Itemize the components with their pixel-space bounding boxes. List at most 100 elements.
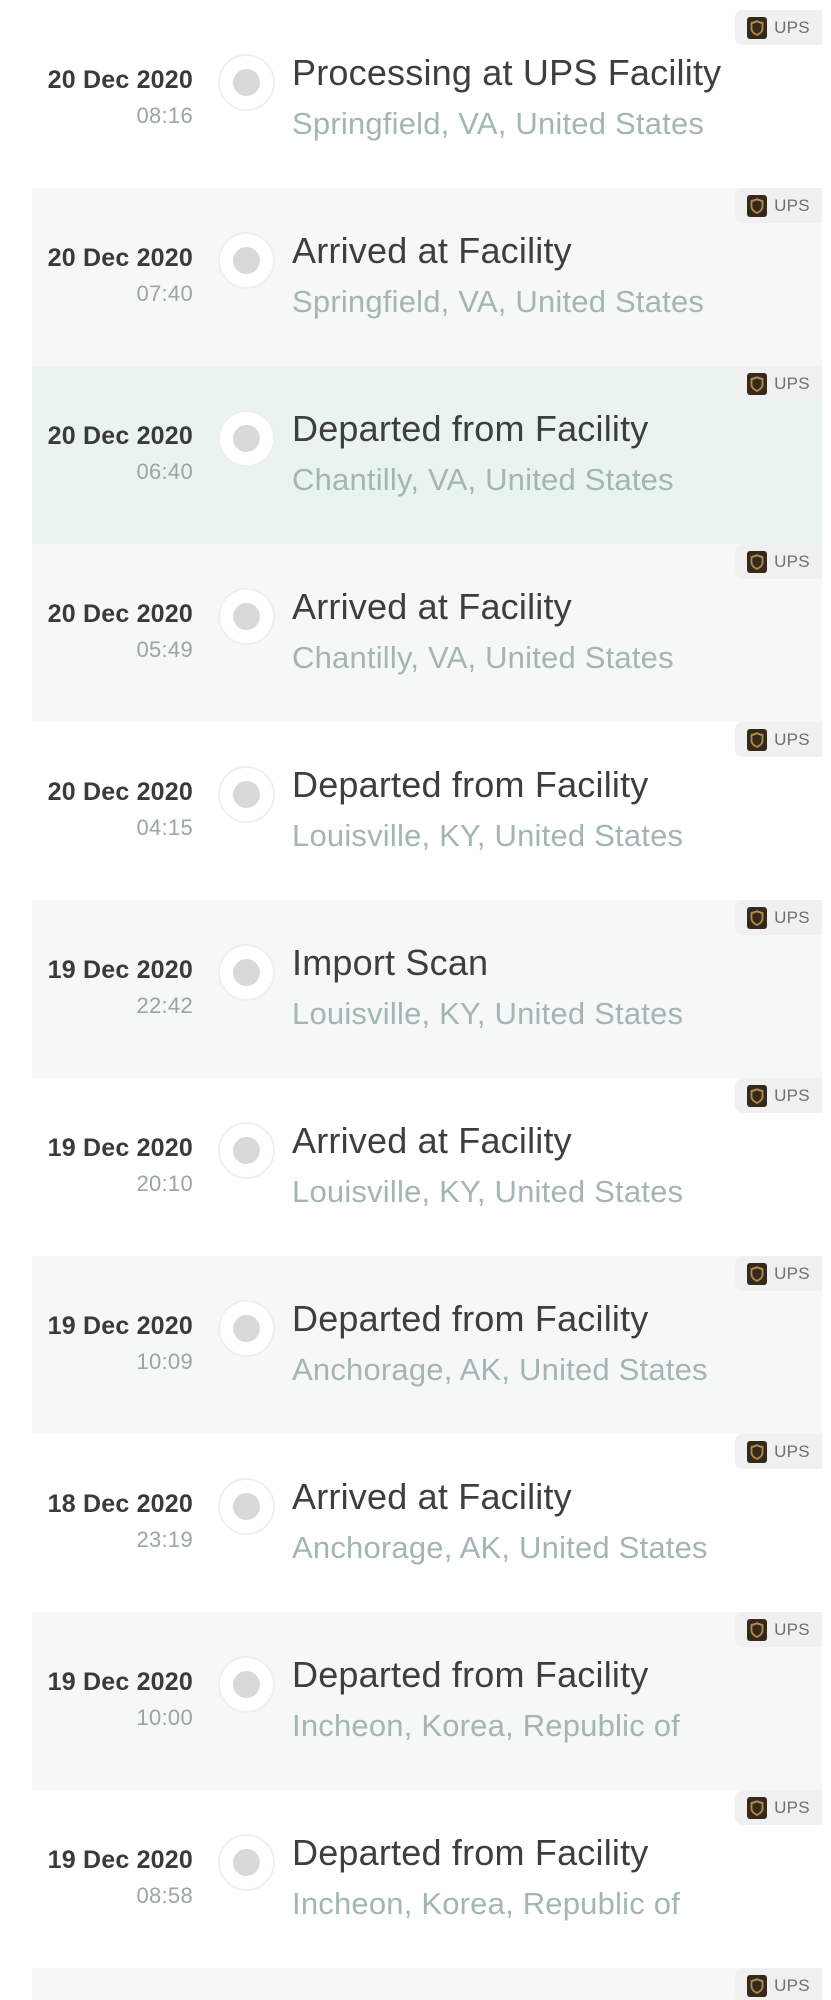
event-datetime: 19 Dec 2020 08:58 [32,1846,193,1909]
event-datetime: 19 Dec 2020 10:09 [32,1312,193,1375]
tracking-event-row: UPS [32,1968,822,2000]
carrier-badge: UPS [735,1256,822,1291]
carrier-badge: UPS [735,188,822,223]
carrier-label: UPS [774,907,810,927]
event-details: Arrived at Facility Louisville, KY, Unit… [292,1118,812,1212]
event-datetime: 20 Dec 2020 04:15 [32,778,193,841]
event-title: Arrived at Facility [292,1476,572,1517]
timeline-node [218,766,275,823]
event-details: Arrived at Facility Springfield, VA, Uni… [292,228,812,322]
timeline-node-dot [233,781,260,808]
event-date: 20 Dec 2020 [47,422,193,450]
ups-shield-icon [747,906,768,929]
carrier-label: UPS [774,195,810,215]
event-date: 19 Dec 2020 [47,956,193,984]
event-time: 06:40 [136,458,193,484]
event-details: Departed from Facility Chantilly, VA, Un… [292,406,812,500]
event-title: Arrived at Facility [292,230,572,271]
timeline-node [218,1300,275,1357]
event-date: 20 Dec 2020 [47,244,193,272]
event-datetime: 20 Dec 2020 08:16 [32,66,193,129]
event-time: 08:58 [136,1882,193,1908]
event-time: 04:15 [136,814,193,840]
event-title: Departed from Facility [292,408,649,449]
timeline-node-dot [233,1137,260,1164]
carrier-label: UPS [774,729,810,749]
event-datetime: 18 Dec 2020 23:19 [32,1490,193,1553]
ups-shield-icon [747,372,768,395]
timeline-node [218,1478,275,1535]
event-location: Incheon, Korea, Republic of [292,1708,680,1743]
carrier-badge: UPS [735,1434,822,1469]
carrier-badge: UPS [735,1790,822,1825]
carrier-badge: UPS [735,10,822,45]
tracking-event-row: UPS 19 Dec 2020 20:10 Arrived at Facilit… [32,1078,822,1256]
timeline-node-dot [233,1849,260,1876]
timeline-node-dot [233,1493,260,1520]
carrier-label: UPS [774,1085,810,1105]
ups-shield-icon [747,1262,768,1285]
event-datetime: 20 Dec 2020 06:40 [32,422,193,485]
event-date: 20 Dec 2020 [47,66,193,94]
event-datetime: 19 Dec 2020 22:42 [32,956,193,1019]
event-details: Arrived at Facility Anchorage, AK, Unite… [292,1474,812,1568]
carrier-badge: UPS [735,1968,822,2000]
timeline-node [218,410,275,467]
event-details: Departed from Facility Louisville, KY, U… [292,762,812,856]
event-time: 10:00 [136,1704,193,1730]
ups-shield-icon [747,1440,768,1463]
event-time: 08:16 [136,102,193,128]
tracking-event-row: UPS 19 Dec 2020 22:42 Import Scan Louisv… [32,900,822,1078]
event-time: 07:40 [136,280,193,306]
timeline-node [218,54,275,111]
tracking-timeline: UPS 20 Dec 2020 08:16 Processing at UPS … [32,10,822,2000]
event-date: 20 Dec 2020 [47,600,193,628]
event-time: 22:42 [136,992,193,1018]
event-location: Springfield, VA, United States [292,106,705,141]
tracking-event-row: UPS 19 Dec 2020 10:00 Departed from Faci… [32,1612,822,1790]
event-details: Import Scan Louisville, KY, United State… [292,940,812,1034]
carrier-label: UPS [774,1263,810,1283]
timeline-node [218,1834,275,1891]
event-title: Import Scan [292,942,489,983]
event-location: Chantilly, VA, United States [292,462,674,497]
event-date: 19 Dec 2020 [47,1312,193,1340]
timeline-node [218,944,275,1001]
carrier-badge: UPS [735,1612,822,1647]
event-location: Chantilly, VA, United States [292,640,674,675]
event-title: Departed from Facility [292,1832,649,1873]
carrier-badge: UPS [735,900,822,935]
ups-shield-icon [747,194,768,217]
event-datetime: 19 Dec 2020 20:10 [32,1134,193,1197]
event-date: 19 Dec 2020 [47,1846,193,1874]
carrier-badge: UPS [735,1078,822,1113]
event-title: Departed from Facility [292,764,649,805]
event-datetime: 20 Dec 2020 07:40 [32,244,193,307]
event-details: Arrived at Facility Chantilly, VA, Unite… [292,584,812,678]
event-details: Departed from Facility Incheon, Korea, R… [292,1652,812,1746]
ups-shield-icon [747,1084,768,1107]
event-location: Springfield, VA, United States [292,284,705,319]
tracking-event-row: UPS 20 Dec 2020 06:40 Departed from Faci… [32,366,822,544]
event-datetime: 20 Dec 2020 05:49 [32,600,193,663]
tracking-event-row: UPS 19 Dec 2020 10:09 Departed from Faci… [32,1256,822,1434]
event-title: Departed from Facility [292,1654,649,1695]
event-date: 19 Dec 2020 [47,1134,193,1162]
timeline-node [218,232,275,289]
event-time: 05:49 [136,636,193,662]
event-location: Louisville, KY, United States [292,996,684,1031]
event-date: 20 Dec 2020 [47,778,193,806]
carrier-label: UPS [774,373,810,393]
carrier-label: UPS [774,551,810,571]
timeline-node [218,1122,275,1179]
tracking-event-row: UPS 20 Dec 2020 08:16 Processing at UPS … [32,10,822,188]
event-date: 19 Dec 2020 [47,1668,193,1696]
timeline-node-dot [233,247,260,274]
event-location: Louisville, KY, United States [292,818,684,853]
carrier-label: UPS [774,1797,810,1817]
event-details: Processing at UPS Facility Springfield, … [292,50,812,144]
tracking-event-row: UPS 20 Dec 2020 07:40 Arrived at Facilit… [32,188,822,366]
timeline-node-dot [233,1671,260,1698]
tracking-event-row: UPS 20 Dec 2020 05:49 Arrived at Facilit… [32,544,822,722]
